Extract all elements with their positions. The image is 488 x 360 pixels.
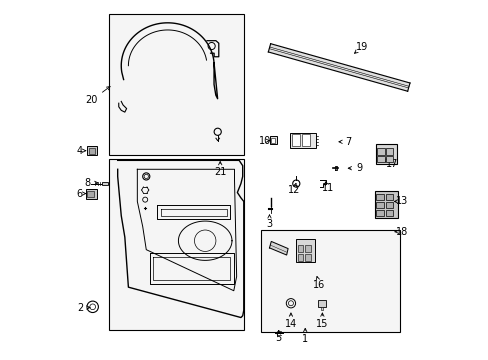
Bar	[317, 300, 325, 307]
Text: 14: 14	[284, 319, 296, 329]
Polygon shape	[268, 44, 409, 91]
Text: 12: 12	[287, 185, 299, 195]
Bar	[376, 202, 384, 208]
Bar	[385, 148, 392, 155]
Bar	[260, 230, 399, 332]
Text: 8: 8	[84, 178, 90, 188]
Bar	[87, 191, 94, 197]
Text: 18: 18	[395, 227, 407, 237]
Bar	[291, 134, 299, 147]
Bar	[88, 148, 95, 154]
Text: 15: 15	[316, 319, 328, 329]
Text: 19: 19	[356, 42, 368, 52]
Bar	[270, 138, 274, 143]
Text: 1: 1	[302, 334, 307, 344]
Bar	[374, 191, 397, 217]
Bar	[385, 210, 393, 216]
Bar	[385, 194, 393, 201]
Bar	[376, 194, 384, 201]
Bar	[290, 133, 315, 148]
Bar	[375, 144, 396, 164]
Text: 11: 11	[322, 183, 334, 193]
Bar	[297, 245, 303, 252]
Text: 9: 9	[356, 163, 362, 173]
Polygon shape	[269, 242, 287, 255]
Bar	[301, 134, 309, 147]
Bar	[377, 148, 384, 155]
Bar	[102, 182, 108, 185]
Text: 21: 21	[214, 167, 226, 177]
Text: 10: 10	[259, 136, 271, 146]
Text: 6: 6	[76, 189, 82, 199]
Text: 4: 4	[76, 146, 82, 156]
Text: 7: 7	[345, 137, 351, 147]
Bar	[385, 156, 392, 162]
Bar	[320, 307, 322, 310]
Text: 20: 20	[85, 95, 98, 105]
Bar	[377, 156, 384, 162]
Bar	[304, 245, 310, 252]
Bar	[385, 202, 393, 208]
Bar	[297, 253, 303, 261]
Bar	[269, 136, 277, 144]
Text: 5: 5	[275, 333, 282, 343]
Bar	[376, 210, 384, 216]
Bar	[85, 189, 97, 199]
Bar	[296, 239, 314, 262]
Text: 17: 17	[385, 159, 397, 169]
Text: 13: 13	[395, 197, 407, 206]
Text: 3: 3	[266, 219, 272, 229]
Text: 16: 16	[313, 280, 325, 291]
Bar	[108, 14, 244, 155]
Bar	[108, 158, 244, 330]
Text: 2: 2	[77, 302, 83, 312]
Bar	[86, 147, 97, 155]
Bar	[304, 253, 310, 261]
